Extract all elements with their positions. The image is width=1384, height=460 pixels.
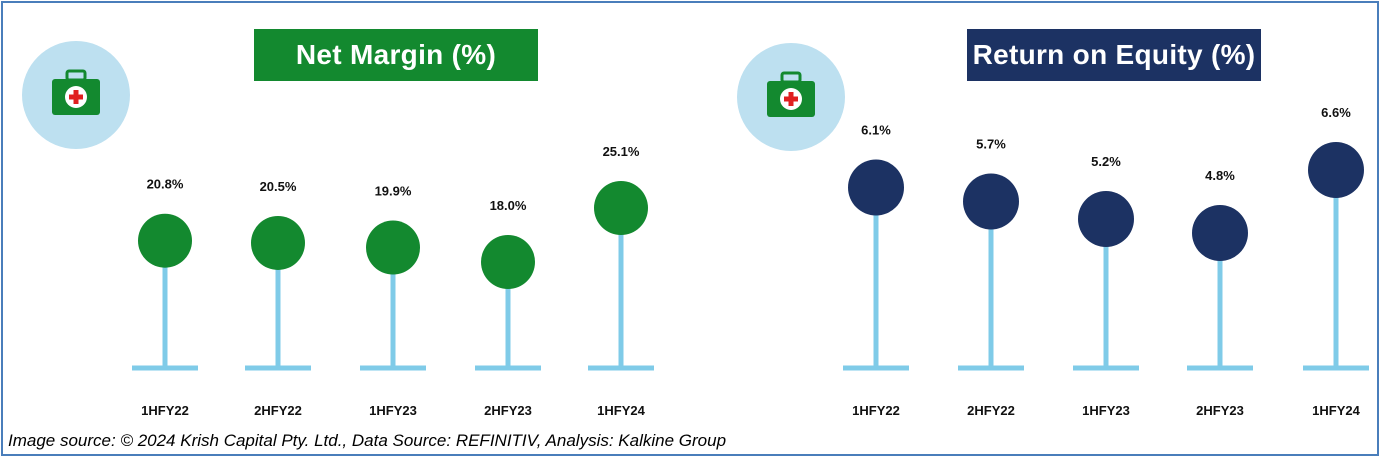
lollipop-head [594, 181, 648, 235]
category-label: 1HFY24 [597, 403, 645, 418]
data-label: 5.2% [1091, 154, 1121, 169]
category-label: 1HFY23 [369, 403, 417, 418]
data-label: 4.8% [1205, 168, 1235, 183]
category-label: 2HFY22 [254, 403, 302, 418]
data-label: 20.8% [147, 177, 184, 192]
category-label: 1HFY22 [852, 403, 900, 418]
data-label: 20.5% [260, 179, 297, 194]
data-label: 19.9% [375, 184, 412, 199]
data-label: 5.7% [976, 137, 1006, 152]
category-label: 1HFY24 [1312, 403, 1360, 418]
category-label: 2HFY23 [1196, 403, 1244, 418]
net-margin-chart: 20.8% 1HFY22 20.5% 2HFY22 19.9% 1HFY23 18.0% 2H… [132, 144, 654, 418]
category-label: 1HFY22 [141, 403, 189, 418]
category-label: 2HFY23 [484, 403, 532, 418]
category-label: 2HFY22 [967, 403, 1015, 418]
data-label: 6.6% [1321, 105, 1351, 120]
data-label: 18.0% [490, 198, 527, 213]
lollipop-head [366, 220, 420, 275]
chart-title: Net Margin (%) [254, 29, 538, 81]
roe-panel: Return on Equity (%) 6.1% 1HFY22 5.7% 2HFY2… [693, 3, 1383, 423]
lollipop-head [848, 159, 904, 216]
data-label: 6.1% [861, 123, 891, 138]
lollipop-head [481, 235, 535, 289]
roe-chart: 6.1% 1HFY22 5.7% 2HFY22 5.2% 1HFY23 4.8% 2HFY23… [843, 105, 1369, 418]
icon-badge [737, 43, 845, 151]
source-footer: Image source: © 2024 Krish Capital Pty. … [8, 431, 727, 450]
lollipop-head [1078, 191, 1134, 247]
icon-badge [22, 41, 130, 149]
lollipop-head [251, 215, 305, 270]
lollipop-head [138, 213, 192, 268]
medical-kit-icon [52, 69, 100, 115]
category-label: 1HFY23 [1082, 403, 1130, 418]
lollipop-head [1308, 142, 1364, 198]
lollipop-head [963, 173, 1019, 230]
medical-kit-icon [767, 71, 815, 117]
lollipop-head [1192, 205, 1248, 261]
data-label: 25.1% [603, 144, 640, 159]
net-margin-panel: Net Margin (%) 20.8% 1HFY22 20.5% 2HFY22 19.… [3, 3, 693, 423]
chart-title: Return on Equity (%) [967, 29, 1261, 81]
